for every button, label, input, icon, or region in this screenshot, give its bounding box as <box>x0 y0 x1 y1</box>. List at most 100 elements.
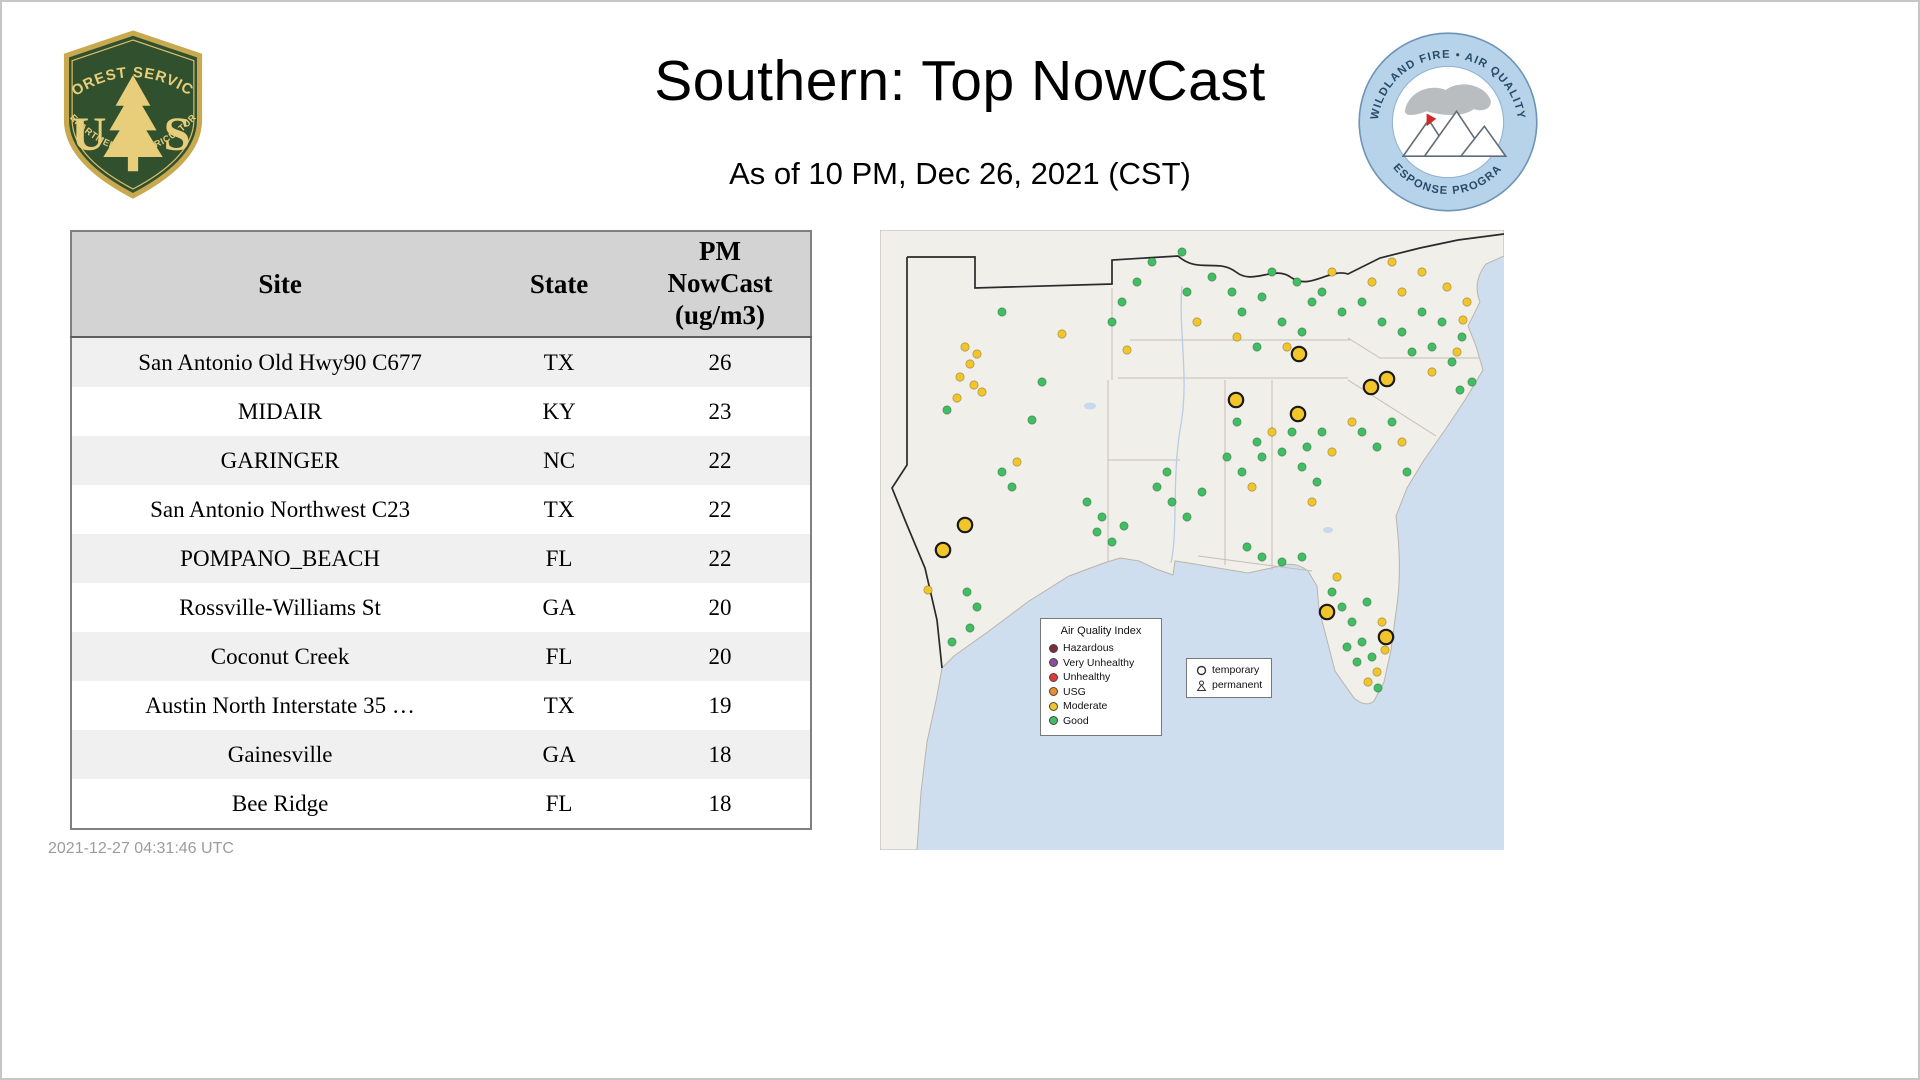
monitor-dot-good[interactable] <box>972 602 982 612</box>
monitor-dot-moderate[interactable] <box>1397 287 1407 297</box>
monitor-dot-good[interactable] <box>1092 527 1102 537</box>
monitor-dot-good[interactable] <box>1257 292 1267 302</box>
monitor-dot-moderate[interactable] <box>969 380 979 390</box>
monitor-dot-moderate[interactable] <box>1462 297 1472 307</box>
monitor-dot-good[interactable] <box>1182 287 1192 297</box>
monitor-dot-good[interactable] <box>1177 247 1187 257</box>
monitor-dot-moderate[interactable] <box>1012 457 1022 467</box>
monitor-dot-good[interactable] <box>1367 652 1377 662</box>
monitor-dot-moderate[interactable] <box>972 349 982 359</box>
monitor-dot-good[interactable] <box>1312 477 1322 487</box>
monitor-dot-good[interactable] <box>1242 542 1252 552</box>
monitor-dot-good[interactable] <box>1467 377 1477 387</box>
monitor-dot-good[interactable] <box>1222 452 1232 462</box>
monitor-dot-good[interactable] <box>1132 277 1142 287</box>
monitor-dot-moderate[interactable] <box>1387 257 1397 267</box>
monitor-dot-good[interactable] <box>1117 297 1127 307</box>
monitor-dot-good[interactable] <box>942 405 952 415</box>
monitor-dot-moderate[interactable] <box>1427 367 1437 377</box>
monitor-dot-moderate[interactable] <box>1307 497 1317 507</box>
monitor-dot-moderate[interactable] <box>1192 317 1202 327</box>
temporary-monitor-moderate[interactable] <box>934 541 952 559</box>
monitor-dot-good[interactable] <box>1427 342 1437 352</box>
monitor-dot-good[interactable] <box>1197 487 1207 497</box>
monitor-dot-good[interactable] <box>1347 617 1357 627</box>
monitor-dot-good[interactable] <box>1297 327 1307 337</box>
monitor-dot-good[interactable] <box>1297 552 1307 562</box>
monitor-dot-good[interactable] <box>1037 377 1047 387</box>
temporary-monitor-moderate[interactable] <box>1227 391 1245 409</box>
monitor-dot-good[interactable] <box>1302 442 1312 452</box>
monitor-dot-good[interactable] <box>1317 427 1327 437</box>
monitor-dot-good[interactable] <box>1357 637 1367 647</box>
monitor-dot-moderate[interactable] <box>1247 482 1257 492</box>
temporary-monitor-moderate[interactable] <box>1378 370 1396 388</box>
temporary-monitor-moderate[interactable] <box>1362 378 1380 396</box>
monitor-dot-moderate[interactable] <box>1367 277 1377 287</box>
monitor-dot-good[interactable] <box>1167 497 1177 507</box>
monitor-dot-good[interactable] <box>1387 417 1397 427</box>
monitor-dot-moderate[interactable] <box>1267 427 1277 437</box>
monitor-dot-moderate[interactable] <box>1380 645 1390 655</box>
monitor-dot-moderate[interactable] <box>960 342 970 352</box>
monitor-dot-good[interactable] <box>1237 307 1247 317</box>
monitor-dot-good[interactable] <box>947 637 957 647</box>
temporary-monitor-moderate[interactable] <box>1290 345 1308 363</box>
monitor-dot-moderate[interactable] <box>1452 347 1462 357</box>
monitor-dot-good[interactable] <box>1292 277 1302 287</box>
monitor-dot-good[interactable] <box>1377 317 1387 327</box>
monitor-dot-moderate[interactable] <box>1442 282 1452 292</box>
monitor-dot-good[interactable] <box>997 307 1007 317</box>
monitor-dot-good[interactable] <box>1207 272 1217 282</box>
monitor-dot-good[interactable] <box>1307 297 1317 307</box>
monitor-dot-moderate[interactable] <box>1363 677 1373 687</box>
monitor-dot-good[interactable] <box>1362 597 1372 607</box>
monitor-dot-good[interactable] <box>1097 512 1107 522</box>
monitor-dot-good[interactable] <box>1457 332 1467 342</box>
monitor-dot-moderate[interactable] <box>965 359 975 369</box>
monitor-dot-moderate[interactable] <box>1372 667 1382 677</box>
monitor-dot-good[interactable] <box>1327 587 1337 597</box>
monitor-dot-moderate[interactable] <box>1232 332 1242 342</box>
monitor-dot-good[interactable] <box>1257 552 1267 562</box>
monitor-dot-moderate[interactable] <box>977 387 987 397</box>
monitor-dot-good[interactable] <box>1237 467 1247 477</box>
monitor-dot-moderate[interactable] <box>923 585 933 595</box>
temporary-monitor-moderate[interactable] <box>1289 405 1307 423</box>
monitor-dot-good[interactable] <box>1082 497 1092 507</box>
monitor-dot-good[interactable] <box>1257 452 1267 462</box>
monitor-dot-moderate[interactable] <box>1122 345 1132 355</box>
monitor-dot-good[interactable] <box>1455 385 1465 395</box>
temporary-monitor-moderate[interactable] <box>956 516 974 534</box>
monitor-dot-moderate[interactable] <box>1377 617 1387 627</box>
monitor-dot-moderate[interactable] <box>1327 267 1337 277</box>
monitor-dot-good[interactable] <box>1277 557 1287 567</box>
monitor-dot-good[interactable] <box>1397 327 1407 337</box>
monitor-dot-good[interactable] <box>1277 447 1287 457</box>
monitor-dot-good[interactable] <box>1342 642 1352 652</box>
monitor-dot-good[interactable] <box>1357 297 1367 307</box>
monitor-dot-good[interactable] <box>1317 287 1327 297</box>
monitor-dot-good[interactable] <box>1182 512 1192 522</box>
monitor-dot-good[interactable] <box>1119 521 1129 531</box>
monitor-dot-moderate[interactable] <box>1327 447 1337 457</box>
monitor-dot-good[interactable] <box>1447 357 1457 367</box>
monitor-dot-good[interactable] <box>1107 317 1117 327</box>
temporary-monitor-moderate[interactable] <box>1318 603 1336 621</box>
monitor-dot-good[interactable] <box>1407 347 1417 357</box>
monitor-dot-good[interactable] <box>1437 317 1447 327</box>
monitor-dot-moderate[interactable] <box>1458 315 1468 325</box>
monitor-dot-moderate[interactable] <box>1397 437 1407 447</box>
monitor-dot-good[interactable] <box>962 587 972 597</box>
monitor-dot-good[interactable] <box>1277 317 1287 327</box>
monitor-dot-good[interactable] <box>1027 415 1037 425</box>
monitor-dot-good[interactable] <box>1352 657 1362 667</box>
monitor-dot-moderate[interactable] <box>952 393 962 403</box>
monitor-dot-good[interactable] <box>1402 467 1412 477</box>
monitor-dot-good[interactable] <box>997 467 1007 477</box>
monitor-dot-moderate[interactable] <box>1347 417 1357 427</box>
monitor-dot-good[interactable] <box>1232 417 1242 427</box>
monitor-dot-good[interactable] <box>1267 267 1277 277</box>
monitor-dot-good[interactable] <box>1337 602 1347 612</box>
monitor-dot-moderate[interactable] <box>955 372 965 382</box>
